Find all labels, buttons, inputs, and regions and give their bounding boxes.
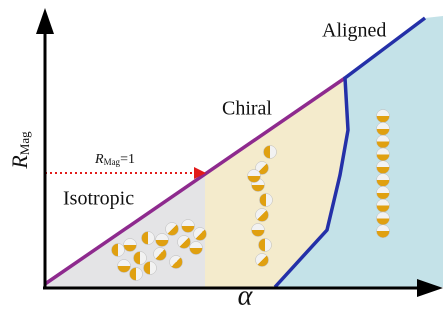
particle bbox=[248, 170, 261, 183]
annotation-rest: =1 bbox=[120, 152, 135, 167]
particle bbox=[144, 262, 157, 275]
particle bbox=[156, 234, 169, 247]
region-label: Isotropic bbox=[63, 188, 134, 210]
particle bbox=[112, 244, 125, 257]
particle bbox=[124, 239, 137, 252]
particle bbox=[194, 228, 207, 241]
particle bbox=[377, 212, 390, 225]
particle bbox=[377, 110, 390, 123]
particle bbox=[377, 199, 390, 212]
particle bbox=[256, 254, 269, 267]
annotation-sub: Mag bbox=[104, 157, 121, 167]
particle bbox=[259, 239, 272, 252]
particle bbox=[182, 220, 195, 233]
particle bbox=[377, 135, 390, 148]
particle bbox=[256, 209, 269, 222]
y-axis-arrow bbox=[36, 8, 54, 34]
particle bbox=[130, 268, 143, 281]
particle bbox=[154, 248, 167, 261]
particle bbox=[170, 256, 183, 269]
phase-diagram: RMag α RMag=1 Isotropic Chiral Aligned bbox=[0, 0, 443, 310]
particle bbox=[377, 161, 390, 174]
particle bbox=[178, 236, 191, 249]
y-label-sub: Mag bbox=[17, 131, 32, 155]
particle bbox=[377, 122, 390, 135]
particle bbox=[377, 186, 390, 199]
particle bbox=[190, 242, 203, 255]
particle bbox=[134, 252, 147, 265]
particle bbox=[252, 224, 265, 237]
particle bbox=[142, 232, 155, 245]
particle bbox=[377, 225, 390, 238]
region-label: Chiral bbox=[222, 98, 272, 120]
particle bbox=[260, 194, 273, 207]
particle bbox=[118, 260, 131, 273]
particle bbox=[166, 223, 179, 236]
particle bbox=[264, 146, 277, 159]
y-axis-label: RMag bbox=[7, 131, 32, 170]
particle bbox=[377, 174, 390, 187]
annotation: RMag=1 bbox=[94, 152, 135, 167]
annotation-symbol: R bbox=[94, 152, 104, 167]
region-label: Aligned bbox=[322, 20, 386, 42]
y-label-symbol: R bbox=[7, 155, 32, 170]
x-axis-label: α bbox=[238, 280, 254, 310]
particle bbox=[377, 148, 390, 161]
